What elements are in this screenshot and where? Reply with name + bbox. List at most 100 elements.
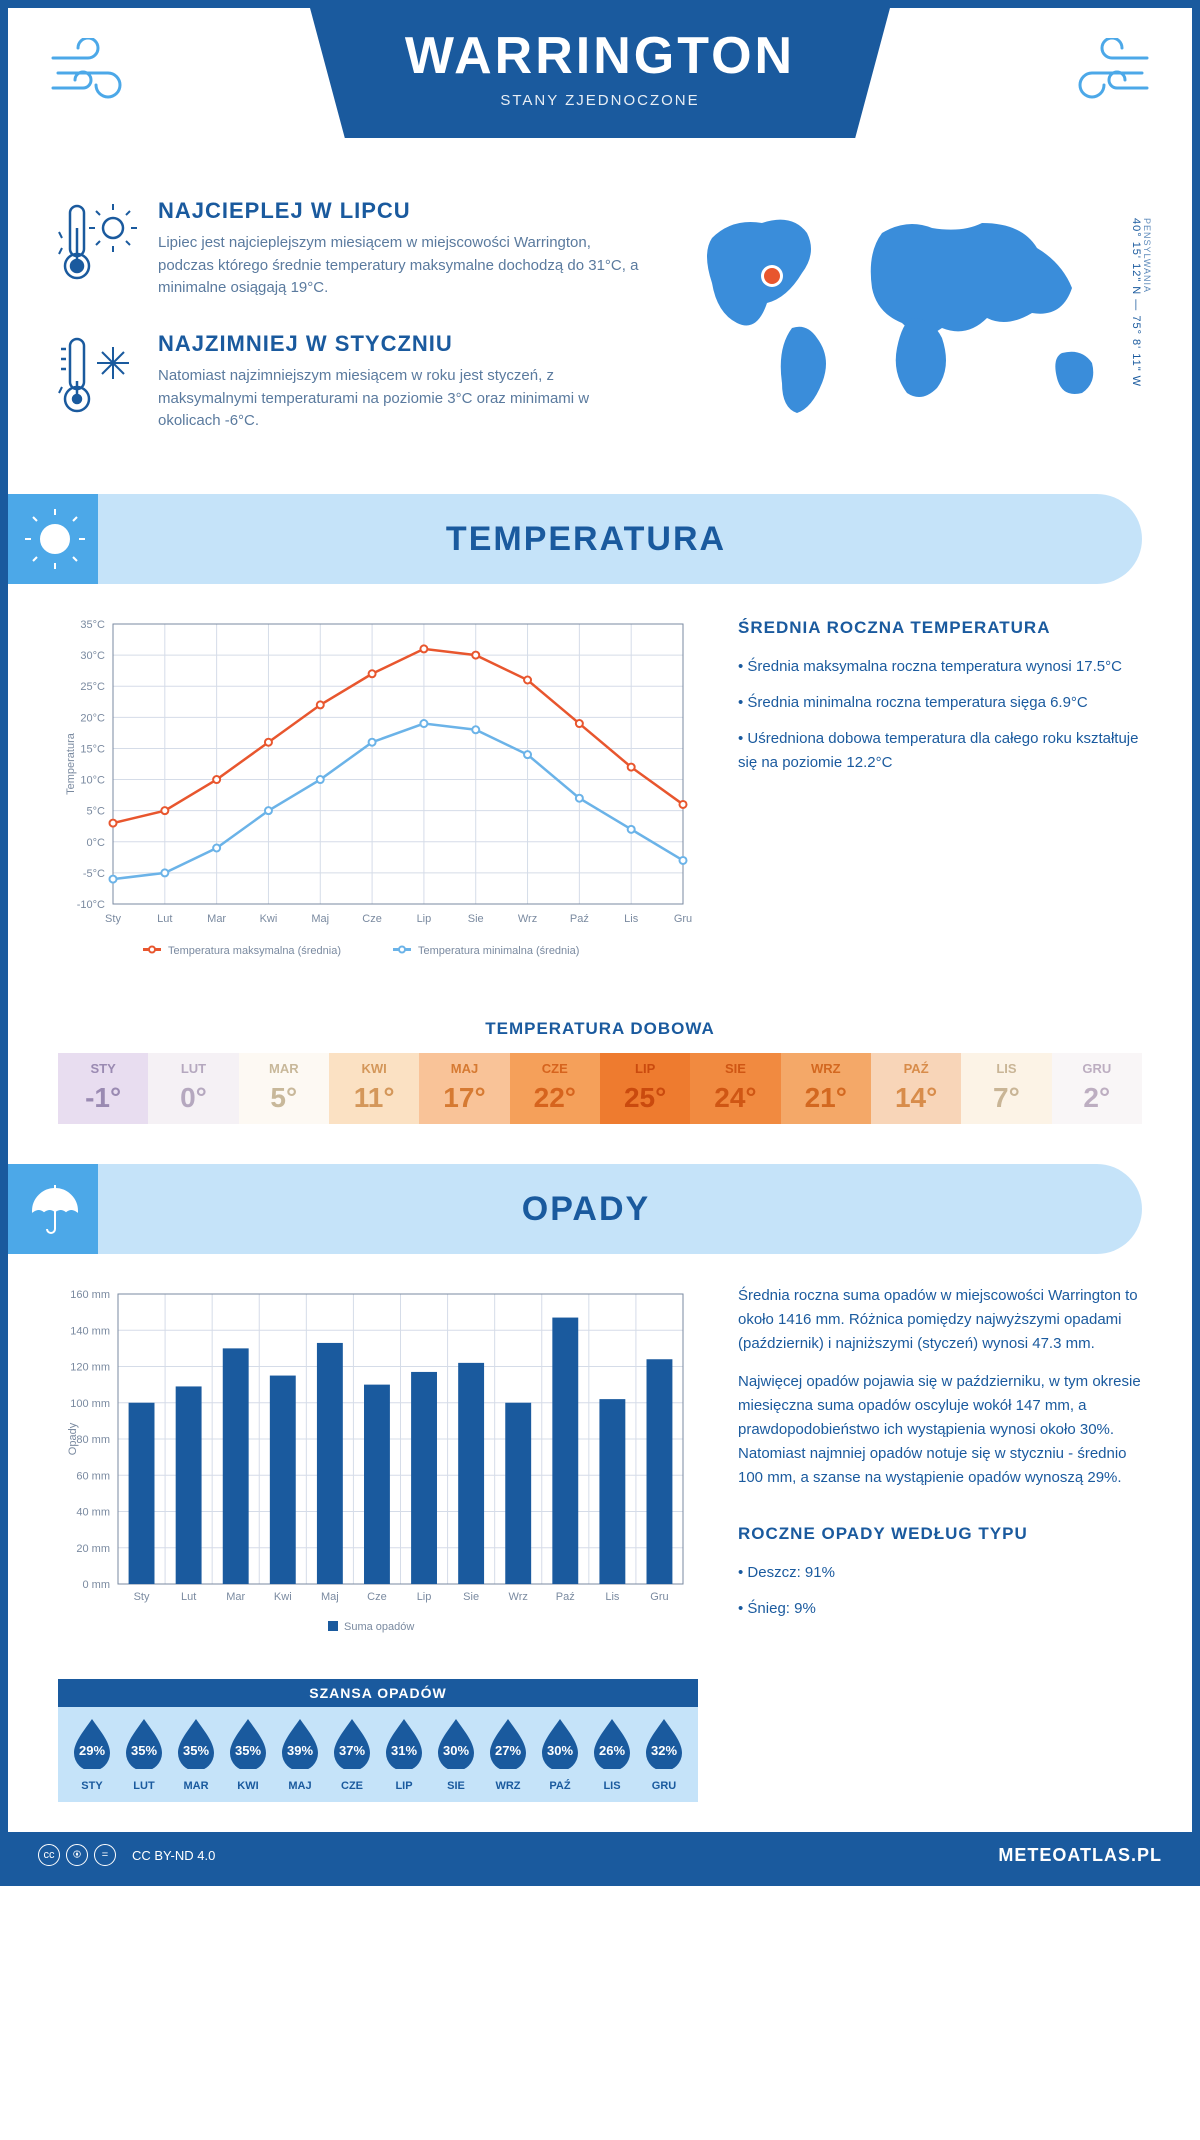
temp-bullet: Średnia maksymalna roczna temperatura wy… bbox=[738, 655, 1142, 679]
svg-text:27%: 27% bbox=[495, 1743, 521, 1758]
svg-text:30°C: 30°C bbox=[80, 650, 105, 662]
sun-icon bbox=[20, 504, 90, 574]
svg-text:Kwi: Kwi bbox=[274, 1591, 292, 1603]
daily-temp-cell: GRU2° bbox=[1052, 1053, 1142, 1124]
coldest-text: Natomiast najzimniejszym miesiącem w rok… bbox=[158, 365, 642, 433]
wind-icon bbox=[1062, 38, 1152, 121]
svg-text:Kwi: Kwi bbox=[260, 913, 278, 925]
svg-text:120 mm: 120 mm bbox=[70, 1362, 110, 1374]
svg-text:Sty: Sty bbox=[134, 1591, 150, 1603]
wind-icon bbox=[48, 38, 138, 121]
svg-text:0°C: 0°C bbox=[87, 837, 106, 849]
rain-chance-cell: 35%LUT bbox=[118, 1717, 170, 1792]
svg-text:Wrz: Wrz bbox=[509, 1591, 528, 1603]
daily-temp-cell: LUT0° bbox=[148, 1053, 238, 1124]
warmest-title: NAJCIEPLEJ W LIPCU bbox=[158, 198, 642, 224]
svg-text:35%: 35% bbox=[183, 1743, 209, 1758]
intro-row: NAJCIEPLEJ W LIPCU Lipiec jest najcieple… bbox=[8, 178, 1192, 494]
svg-text:60 mm: 60 mm bbox=[76, 1470, 110, 1482]
svg-text:10°C: 10°C bbox=[80, 775, 105, 787]
svg-text:32%: 32% bbox=[651, 1743, 677, 1758]
coords-label: PENSYLWANIA 40° 15' 12" N — 75° 8' 11" W bbox=[1130, 218, 1152, 387]
rain-chance-row: 29%STY35%LUT35%MAR35%KWI39%MAJ37%CZE31%L… bbox=[58, 1707, 698, 1802]
rain-chance-cell: 26%LIS bbox=[586, 1717, 638, 1792]
svg-text:Lip: Lip bbox=[417, 1591, 432, 1603]
svg-text:35°C: 35°C bbox=[80, 619, 105, 631]
temp-section-header: TEMPERATURA bbox=[8, 494, 1142, 584]
svg-text:140 mm: 140 mm bbox=[70, 1325, 110, 1337]
coldest-block: NAJZIMNIEJ W STYCZNIU Natomiast najzimni… bbox=[58, 331, 642, 434]
footer: cc 🅯 = CC BY-ND 4.0 METEOATLAS.PL bbox=[8, 1832, 1192, 1878]
svg-text:Lip: Lip bbox=[417, 913, 432, 925]
rain-type-bullet: Deszcz: 91% bbox=[738, 1561, 1142, 1585]
svg-text:Temperatura: Temperatura bbox=[65, 732, 77, 795]
rain-type-bullet: Śnieg: 9% bbox=[738, 1597, 1142, 1621]
rain-chance-cell: 31%LIP bbox=[378, 1717, 430, 1792]
svg-text:Mar: Mar bbox=[207, 913, 226, 925]
temp-chart: -10°C-5°C0°C5°C10°C15°C20°C25°C30°C35°CS… bbox=[58, 614, 698, 979]
rain-para-1: Średnia roczna suma opadów w miejscowośc… bbox=[738, 1284, 1142, 1356]
rain-chance-cell: 29%STY bbox=[66, 1717, 118, 1792]
svg-text:Lut: Lut bbox=[157, 913, 172, 925]
temp-avg-panel: ŚREDNIA ROCZNA TEMPERATURA Średnia maksy… bbox=[738, 614, 1142, 979]
svg-text:15°C: 15°C bbox=[80, 743, 105, 755]
svg-text:Lis: Lis bbox=[605, 1591, 620, 1603]
svg-text:Maj: Maj bbox=[321, 1591, 339, 1603]
svg-text:Paź: Paź bbox=[570, 913, 589, 925]
daily-temp-cell: MAR5° bbox=[239, 1053, 329, 1124]
cc-icon: cc bbox=[38, 1844, 60, 1866]
svg-text:39%: 39% bbox=[287, 1743, 313, 1758]
svg-text:100 mm: 100 mm bbox=[70, 1398, 110, 1410]
svg-text:Wrz: Wrz bbox=[518, 913, 537, 925]
daily-temp-cell: PAŹ14° bbox=[871, 1053, 961, 1124]
rain-chart: 0 mm20 mm40 mm60 mm80 mm100 mm120 mm140 … bbox=[58, 1284, 698, 1649]
svg-text:29%: 29% bbox=[79, 1743, 105, 1758]
svg-text:30%: 30% bbox=[443, 1743, 469, 1758]
svg-text:Sie: Sie bbox=[468, 913, 484, 925]
thermometer-snow-icon bbox=[58, 331, 138, 434]
daily-temp-cell: SIE24° bbox=[690, 1053, 780, 1124]
svg-text:35%: 35% bbox=[235, 1743, 261, 1758]
daily-temp-cell: KWI11° bbox=[329, 1053, 419, 1124]
svg-text:-5°C: -5°C bbox=[83, 868, 105, 880]
svg-text:Temperatura maksymalna (średni: Temperatura maksymalna (średnia) bbox=[168, 945, 341, 957]
svg-text:Maj: Maj bbox=[311, 913, 329, 925]
country-name: STANY ZJEDNOCZONE bbox=[310, 92, 890, 109]
svg-text:80 mm: 80 mm bbox=[76, 1434, 110, 1446]
rain-type-heading: ROCZNE OPADY WEDŁUG TYPU bbox=[738, 1520, 1142, 1547]
svg-text:Lut: Lut bbox=[181, 1591, 196, 1603]
rain-chance-cell: 35%MAR bbox=[170, 1717, 222, 1792]
city-name: WARRINGTON bbox=[310, 26, 890, 86]
svg-text:20°C: 20°C bbox=[80, 712, 105, 724]
license-text: CC BY-ND 4.0 bbox=[132, 1848, 215, 1863]
svg-text:25°C: 25°C bbox=[80, 681, 105, 693]
rain-section-header: OPADY bbox=[8, 1164, 1142, 1254]
temp-heading: TEMPERATURA bbox=[90, 520, 1082, 559]
temp-bullet: Uśredniona dobowa temperatura dla całego… bbox=[738, 727, 1142, 775]
svg-text:Cze: Cze bbox=[362, 913, 382, 925]
avg-heading: ŚREDNIA ROCZNA TEMPERATURA bbox=[738, 614, 1142, 641]
svg-text:160 mm: 160 mm bbox=[70, 1289, 110, 1301]
svg-text:Mar: Mar bbox=[226, 1591, 245, 1603]
svg-text:37%: 37% bbox=[339, 1743, 365, 1758]
svg-text:Suma opadów: Suma opadów bbox=[344, 1621, 414, 1633]
svg-text:31%: 31% bbox=[391, 1743, 417, 1758]
svg-text:Temperatura minimalna (średnia: Temperatura minimalna (średnia) bbox=[418, 945, 579, 957]
temp-bullet: Średnia minimalna roczna temperatura się… bbox=[738, 691, 1142, 715]
rain-chance-panel: SZANSA OPADÓW 29%STY35%LUT35%MAR35%KWI39… bbox=[58, 1679, 698, 1802]
rain-type-bullets: Deszcz: 91% Śnieg: 9% bbox=[738, 1561, 1142, 1621]
svg-text:35%: 35% bbox=[131, 1743, 157, 1758]
rain-heading: OPADY bbox=[90, 1190, 1082, 1229]
svg-text:-10°C: -10°C bbox=[77, 899, 105, 911]
daily-temp-cell: MAJ17° bbox=[419, 1053, 509, 1124]
rain-chance-cell: 30%SIE bbox=[430, 1717, 482, 1792]
rain-para-2: Najwięcej opadów pojawia się w październ… bbox=[738, 1370, 1142, 1490]
header: WARRINGTON STANY ZJEDNOCZONE bbox=[8, 8, 1192, 178]
by-icon: 🅯 bbox=[66, 1844, 88, 1866]
svg-text:Paź: Paź bbox=[556, 1591, 575, 1603]
rain-chance-cell: 39%MAJ bbox=[274, 1717, 326, 1792]
title-banner: WARRINGTON STANY ZJEDNOCZONE bbox=[310, 8, 890, 138]
infographic-page: WARRINGTON STANY ZJEDNOCZONE NAJCIEPLEJ … bbox=[0, 0, 1200, 1886]
world-map-icon bbox=[682, 198, 1142, 418]
temp-bullets: Średnia maksymalna roczna temperatura wy… bbox=[738, 655, 1142, 775]
